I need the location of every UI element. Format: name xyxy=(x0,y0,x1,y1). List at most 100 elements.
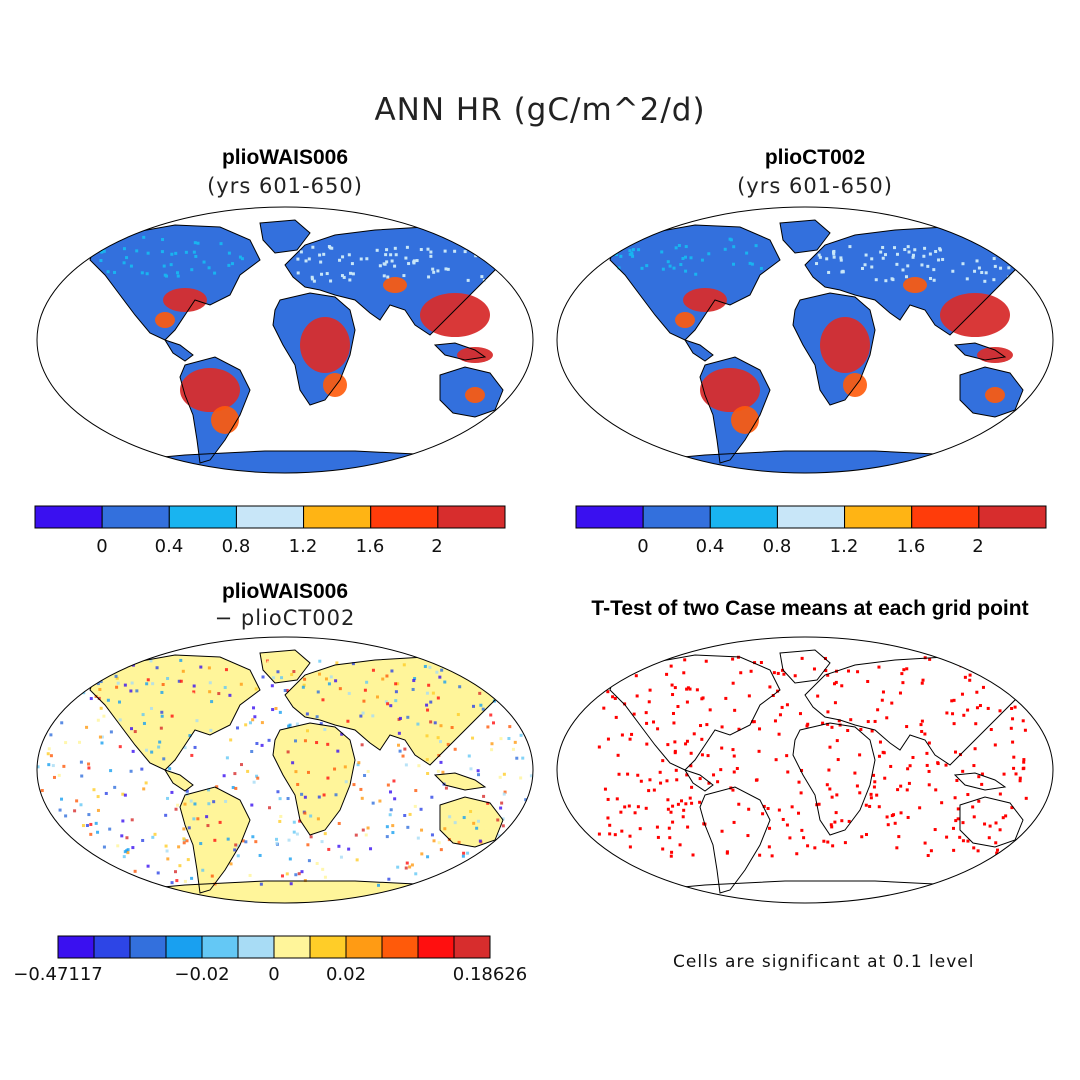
cool-cell xyxy=(486,251,490,255)
significant-cell xyxy=(944,763,948,767)
cool-cell xyxy=(463,250,467,254)
cool-cell xyxy=(895,262,899,266)
diff-cell xyxy=(436,769,440,773)
diff-cell xyxy=(385,835,389,839)
diff-cell xyxy=(87,766,91,770)
cool-cell xyxy=(841,269,845,273)
diff-cell xyxy=(52,775,56,779)
cool-cell xyxy=(230,262,234,266)
mid-region xyxy=(323,373,347,397)
colorbar-swatch xyxy=(201,935,239,959)
diff-cell xyxy=(412,679,416,683)
significant-cell xyxy=(989,728,993,732)
diff-cell xyxy=(302,683,306,687)
significant-cell xyxy=(875,793,879,797)
diff-cell xyxy=(392,779,396,783)
diff-cell xyxy=(71,676,75,680)
map-panel-case-mean xyxy=(556,206,1054,474)
diff-cell xyxy=(376,883,380,887)
diff-cell xyxy=(274,706,278,710)
significant-cell xyxy=(858,753,862,757)
diff-cell xyxy=(491,867,495,871)
coastline-north-america xyxy=(609,224,781,341)
diff-cell xyxy=(207,802,211,806)
significant-cell xyxy=(752,720,756,724)
significant-cell xyxy=(872,773,876,777)
diff-cell xyxy=(229,862,233,866)
significant-cell xyxy=(747,807,751,811)
cool-cell xyxy=(385,248,389,252)
diff-cell xyxy=(37,765,40,769)
diff-cell xyxy=(218,820,222,824)
diff-cell xyxy=(160,690,164,694)
significant-cell xyxy=(1024,796,1028,800)
diff-cell xyxy=(50,841,54,845)
cool-cell xyxy=(318,253,322,257)
significant-cell xyxy=(920,719,924,723)
significant-cell xyxy=(905,725,909,729)
significant-cell xyxy=(669,854,673,858)
diff-cell xyxy=(429,720,433,724)
diff-cell xyxy=(295,722,299,726)
diff-cell xyxy=(427,683,431,687)
cool-cell xyxy=(839,258,843,262)
diff-cell xyxy=(157,745,161,749)
diff-cell xyxy=(183,802,187,806)
colorbar-swatch xyxy=(776,505,846,529)
significant-cell xyxy=(635,694,639,698)
significant-cell xyxy=(706,754,710,758)
cool-cell xyxy=(389,253,393,257)
coastline-greenland xyxy=(779,649,831,684)
cool-cell xyxy=(707,252,711,256)
diff-cell xyxy=(164,844,168,848)
diff-cell xyxy=(210,700,214,704)
diff-cell xyxy=(78,740,82,744)
significant-cell xyxy=(956,817,960,821)
significant-cell xyxy=(632,712,636,716)
diff-cell xyxy=(363,688,367,692)
cb3-label-min: −0.47117 xyxy=(13,964,103,985)
cool-cell xyxy=(327,245,331,249)
cool-cell xyxy=(645,264,649,268)
coastline-north-america xyxy=(89,654,261,771)
colorbar-swatch xyxy=(381,935,419,959)
cb1-label-0: 0 xyxy=(96,536,108,557)
cool-cell xyxy=(486,256,490,260)
diff-cell xyxy=(354,833,358,837)
significant-cell xyxy=(675,778,679,782)
significant-cell xyxy=(669,664,673,668)
cool-cell xyxy=(906,264,910,268)
significant-cell xyxy=(790,805,794,809)
significant-cell xyxy=(671,820,675,824)
diff-cell xyxy=(149,706,153,710)
diff-cell xyxy=(495,667,499,671)
cool-cell xyxy=(993,264,997,268)
significant-cell xyxy=(773,719,777,723)
cool-cell xyxy=(627,240,631,244)
significant-cell xyxy=(826,673,830,677)
significant-cell xyxy=(640,659,644,663)
cool-cell xyxy=(848,245,852,249)
diff-cell xyxy=(406,715,410,719)
cool-cell xyxy=(825,257,829,261)
diff-cell xyxy=(271,708,275,712)
diff-cell xyxy=(47,747,51,751)
significant-cell xyxy=(975,706,979,710)
diff-cell xyxy=(233,848,237,852)
cool-cell xyxy=(311,245,315,249)
coastline-central-america xyxy=(683,339,714,362)
significant-cell xyxy=(860,835,864,839)
significant-cell xyxy=(945,711,949,715)
diff-cell xyxy=(437,841,441,845)
cool-cell xyxy=(689,256,693,260)
diff-cell xyxy=(62,764,66,768)
cool-cell xyxy=(684,269,688,273)
cb2-label-5: 2 xyxy=(972,536,984,557)
diff-cell xyxy=(509,710,513,714)
cool-cell xyxy=(176,274,180,278)
diff-cell xyxy=(471,704,475,708)
diff-cell xyxy=(145,682,149,686)
diff-cell xyxy=(96,808,100,812)
significant-cell xyxy=(733,708,737,712)
diff-cell xyxy=(129,727,133,731)
